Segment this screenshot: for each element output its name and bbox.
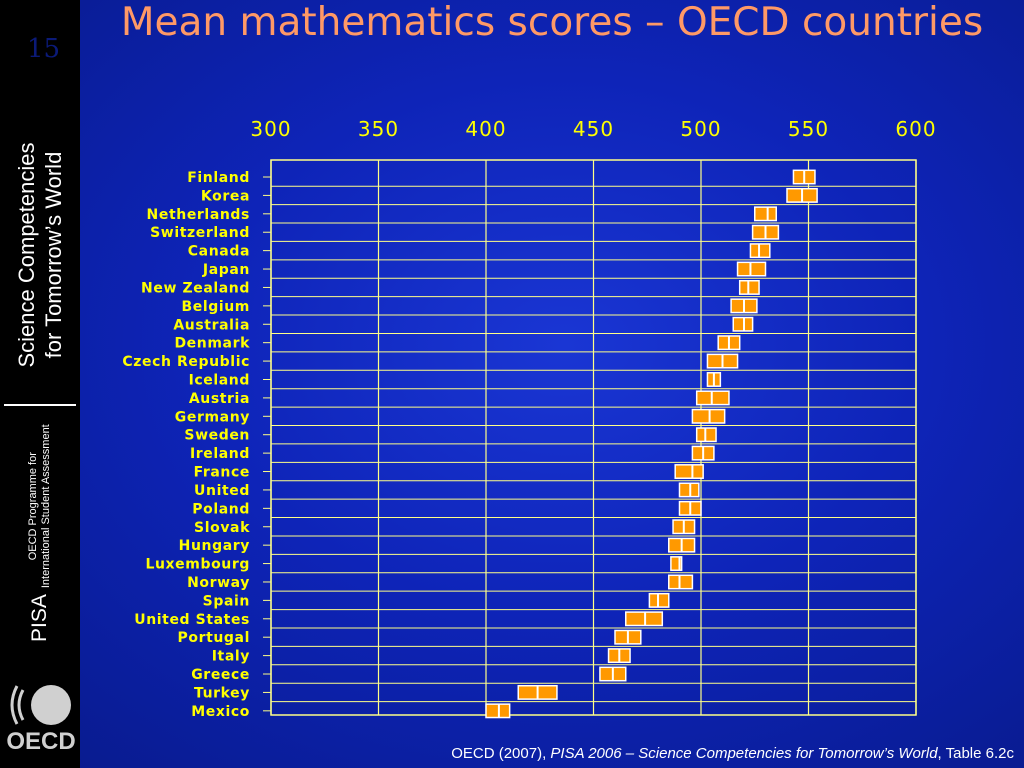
confidence-bar <box>754 206 777 222</box>
sidebar-divider <box>4 404 76 406</box>
y-tick-label: Australia <box>173 317 250 333</box>
confidence-bar <box>732 316 754 332</box>
y-tick-label: Mexico <box>191 704 250 720</box>
slide-number: 15 <box>27 34 61 64</box>
y-tick-label: Finland <box>187 170 250 186</box>
confidence-bar <box>749 243 771 259</box>
confidence-bar <box>674 464 704 479</box>
confidence-bar <box>668 574 694 590</box>
page-title: Mean mathematics scores – OECD countries <box>120 0 984 45</box>
confidence-bar <box>695 427 717 443</box>
y-tick-label: Denmark <box>174 336 250 352</box>
oecd-logo-icon <box>10 685 71 725</box>
source-suffix: , Table 6.2c <box>937 745 1014 762</box>
sidebar: 15 Science Competencies for Tomorrow’s W… <box>0 0 80 768</box>
y-tick-label: Canada <box>188 244 250 260</box>
y-tick-label: Slovak <box>194 520 250 536</box>
y-tick-label: Japan <box>202 262 250 278</box>
confidence-bar <box>625 611 664 627</box>
y-tick-label: Austria <box>189 391 250 407</box>
source-prefix: OECD (2007), <box>451 745 551 762</box>
y-tick-label: Hungary <box>179 538 250 554</box>
y-tick-label: Turkey <box>194 685 250 701</box>
y-tick-label: Greece <box>191 667 250 683</box>
x-tick-label: 350 <box>358 117 399 141</box>
x-tick-label: 300 <box>250 117 291 141</box>
x-tick-label: 600 <box>895 117 936 141</box>
oecd-logo: OECD <box>5 682 77 756</box>
y-tick-label: United States <box>134 612 250 628</box>
oecd-logo-text: OECD <box>6 728 76 755</box>
y-tick-label: Luxembourg <box>145 557 250 573</box>
y-tick-label: Poland <box>192 501 250 517</box>
y-tick-label: Sweden <box>184 428 250 444</box>
y-tick-label: Switzerland <box>150 225 250 241</box>
y-tick-label: Germany <box>175 409 250 425</box>
x-tick-label: 450 <box>573 117 614 141</box>
y-tick-label: Italy <box>212 649 250 665</box>
confidence-bar <box>691 408 726 424</box>
y-tick-label: Spain <box>203 593 250 609</box>
y-tick-label: Korea <box>201 188 250 204</box>
source-citation: OECD (2007), PISA 2006 – Science Compete… <box>451 745 1014 762</box>
confidence-bar <box>678 482 700 498</box>
y-tick-label: United <box>194 483 250 499</box>
x-tick-label: 550 <box>788 117 829 141</box>
confidence-bar <box>695 390 730 406</box>
x-tick-label: 500 <box>680 117 721 141</box>
source-publication: PISA 2006 – Science Competencies for Tom… <box>550 745 938 762</box>
confidence-bar <box>738 279 760 295</box>
confidence-bar <box>670 556 683 572</box>
y-tick-label: Norway <box>187 575 250 591</box>
x-tick-label: 400 <box>465 117 506 141</box>
y-tick-label: Ireland <box>190 446 250 462</box>
confidence-bar <box>485 703 511 719</box>
y-tick-label: Czech Republic <box>122 354 250 370</box>
confidence-bar <box>736 261 767 277</box>
y-tick-label: Portugal <box>177 630 250 646</box>
y-tick-label: New Zealand <box>141 280 250 296</box>
y-tick-label: France <box>194 465 250 481</box>
y-tick-label: Netherlands <box>147 207 250 223</box>
confidence-bar <box>648 592 670 608</box>
y-tick-label: Iceland <box>189 372 250 388</box>
y-tick-label: Belgium <box>181 299 250 315</box>
